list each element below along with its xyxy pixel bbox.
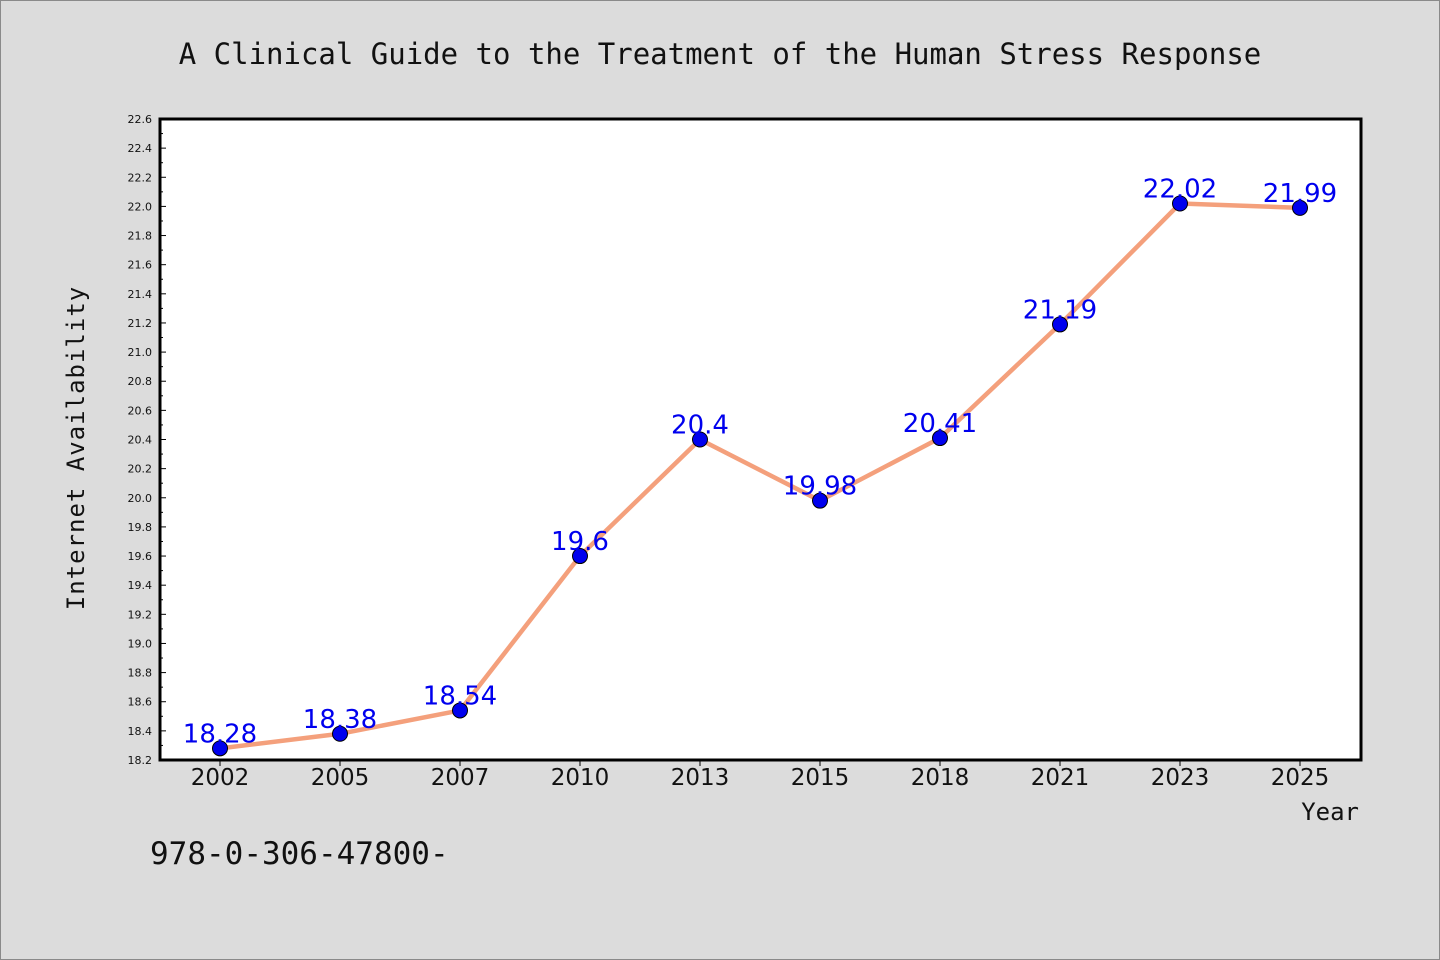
data-label: 20.41	[903, 409, 977, 439]
data-point	[572, 548, 588, 565]
y-tick-label: 21.4	[128, 288, 153, 301]
data-label: 19.6	[551, 527, 609, 557]
y-tick-label: 18.8	[128, 667, 153, 680]
y-tick-label: 19.0	[128, 637, 153, 650]
x-axis: 2002 2005 2007 2010 2013 2015 2018 2021 2023 2025	[191, 760, 1330, 791]
x-tick-label: 2025	[1271, 765, 1330, 791]
data-point	[692, 431, 708, 448]
y-tick-label: 21.6	[128, 259, 153, 272]
data-point	[1292, 199, 1308, 216]
data-label: 19.98	[783, 472, 857, 502]
y-tick-label: 22.4	[128, 142, 153, 155]
y-tick-label: 20.8	[128, 375, 153, 388]
data-label: 21.19	[1023, 295, 1097, 325]
y-tick-label: 20.6	[128, 404, 153, 417]
y-tick-label: 18.4	[128, 725, 153, 738]
y-tick-label: 22.6	[128, 113, 153, 126]
y-tick-label: 20.2	[128, 463, 153, 476]
y-tick-label: 19.6	[128, 550, 153, 563]
y-tick-label: 21.2	[128, 317, 153, 330]
series-line	[217, 201, 1303, 751]
y-tick-label: 21.8	[128, 230, 153, 243]
series-group: 18.28 18.38 18.54 19.6 20.4 19.98 20.41 21.19 22…	[183, 174, 1337, 757]
data-label: 22.02	[1143, 174, 1217, 204]
data-point	[1052, 316, 1068, 333]
footer-code: 978-0-306-47800-	[150, 836, 449, 872]
x-tick-label: 2015	[791, 765, 850, 791]
data-point	[812, 492, 828, 509]
data-point	[212, 740, 228, 757]
data-point	[452, 702, 468, 719]
y-tick-label: 18.6	[128, 696, 153, 709]
data-point	[932, 430, 948, 447]
y-tick-label: 19.8	[128, 521, 153, 534]
data-label: 20.4	[671, 411, 729, 441]
y-tick-label: 19.4	[128, 579, 153, 592]
y-tick-label: 18.2	[128, 754, 153, 767]
x-tick-label: 2023	[1151, 765, 1210, 791]
y-tick-label: 19.2	[128, 608, 153, 621]
data-label: 21.99	[1263, 179, 1337, 209]
y-tick-label: 20.0	[128, 492, 153, 505]
data-point	[332, 725, 348, 742]
data-label: 18.38	[303, 705, 377, 735]
y-tick-label: 20.4	[128, 434, 153, 447]
plot-area	[158, 117, 1363, 762]
x-tick-label: 2018	[911, 765, 970, 791]
x-axis-label: Year	[1301, 798, 1359, 826]
y-tick-label: 22.0	[128, 200, 153, 213]
data-label: 18.54	[423, 681, 497, 711]
x-tick-label: 2005	[311, 765, 370, 791]
chart-title: A Clinical Guide to the Treatment of the…	[179, 37, 1262, 71]
data-label: 18.28	[183, 719, 257, 749]
y-axis: 18.2 18.4 18.6 18.8 19.0 19.2 19.4 19.6 19.8 20.0…	[128, 113, 166, 767]
y-tick-label: 21.0	[128, 346, 153, 359]
y-axis-label: Internet Availability	[62, 286, 90, 610]
x-tick-label: 2007	[431, 765, 490, 791]
y-tick-label: 22.2	[128, 171, 153, 184]
x-tick-label: 2010	[551, 765, 610, 791]
x-tick-label: 2002	[191, 765, 250, 791]
data-point	[1172, 195, 1188, 212]
x-tick-label: 2021	[1031, 765, 1090, 791]
x-tick-label: 2013	[671, 765, 730, 791]
